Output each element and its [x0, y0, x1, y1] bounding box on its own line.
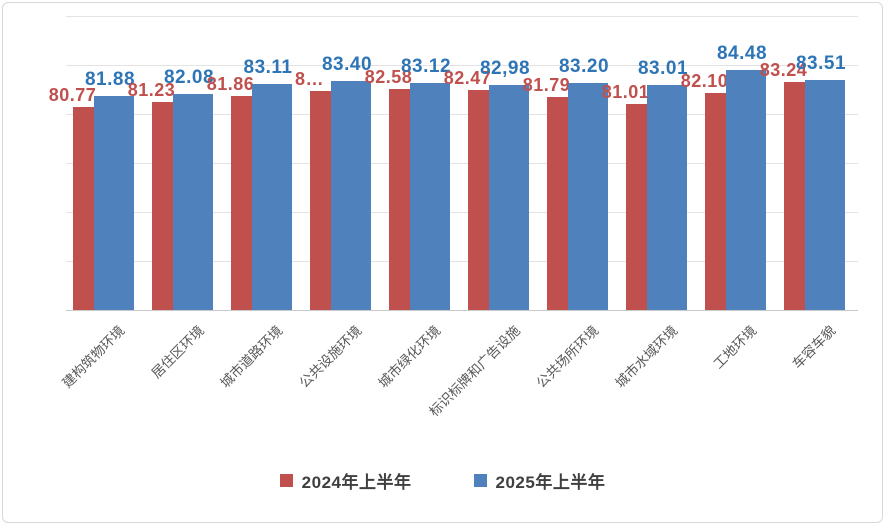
gridline [66, 16, 858, 17]
data-label-series1-cat6: 83.20 [558, 55, 610, 77]
category-label-8: 工地环境 [710, 322, 760, 372]
data-label-series1-cat4: 83.12 [400, 56, 452, 78]
data-label-series1-cat3: 83.40 [321, 53, 373, 75]
data-label-series0-cat7: 81.01 [601, 82, 650, 103]
bar-series0-cat6 [547, 96, 568, 310]
data-label-series0-cat6: 81.79 [522, 74, 571, 95]
legend-label: 2025年上半年 [495, 473, 606, 492]
legend-item-1: 2025年上半年 [473, 468, 606, 493]
gridline [66, 163, 858, 164]
bar-series0-cat0 [73, 106, 94, 310]
bar-series1-cat9 [805, 79, 845, 310]
category-label-1: 居住区环境 [148, 322, 207, 382]
gridline [66, 212, 858, 213]
legend-swatch-icon [473, 474, 487, 487]
data-label-series0-cat9: 83.24 [759, 60, 808, 81]
data-label-series0-cat8: 82.10 [680, 71, 729, 92]
gridline [66, 65, 858, 66]
bar-series0-cat1 [152, 101, 173, 310]
bar-series0-cat3 [310, 91, 331, 310]
legend: 2024年上半年 2025年上半年 [3, 468, 882, 493]
bar-series0-cat5 [468, 89, 489, 310]
bar-series1-cat2 [252, 83, 292, 310]
bar-series0-cat2 [231, 95, 252, 310]
plot-area: 80.77 81.88 81.23 82.08 81.86 83.11 8… 83.40 82.… [49, 16, 858, 311]
category-label-3: 公共设施环境 [296, 322, 365, 391]
category-label-6: 公共场所环境 [533, 322, 602, 391]
bar-series1-cat7 [647, 84, 687, 310]
bar-series1-cat5 [489, 84, 529, 310]
bar-series1-cat6 [568, 82, 608, 310]
bar-series1-cat8 [726, 70, 766, 310]
data-label-series1-cat1: 82.08 [163, 66, 215, 88]
data-label-series0-cat4: 82.58 [364, 66, 413, 87]
category-label-0: 建构筑物环境 [59, 322, 128, 391]
bar-series1-cat4 [410, 83, 450, 310]
bar-series1-cat3 [331, 80, 371, 310]
category-label-9: 车容车貌 [789, 322, 839, 372]
category-label-7: 城市水域环境 [612, 322, 681, 391]
x-axis-line [66, 310, 858, 311]
data-label-series1-cat2: 83.11 [243, 56, 293, 78]
bar-series0-cat8 [705, 93, 726, 310]
data-label-series0-cat2: 81.86 [206, 73, 255, 94]
data-label-series0-cat0: 80.77 [48, 84, 97, 105]
data-label-series1-cat5: 82,98 [479, 57, 531, 79]
bar-series1-cat1 [173, 93, 213, 310]
data-label-series1-cat9: 83.51 [795, 52, 847, 74]
bar-series1-cat0 [94, 95, 134, 310]
gridline [66, 261, 858, 262]
category-label-2: 城市道路环境 [217, 322, 286, 391]
category-label-4: 城市绿化环境 [375, 322, 444, 391]
legend-swatch-icon [279, 474, 293, 487]
bar-series0-cat7 [626, 104, 647, 310]
data-label-series1-cat7: 83.01 [637, 57, 689, 79]
bar-series0-cat9 [784, 82, 805, 310]
legend-item-0: 2024年上半年 [279, 468, 412, 493]
data-label-series1-cat8: 84.48 [716, 43, 768, 65]
gridline [66, 114, 858, 115]
bar-series0-cat4 [389, 88, 410, 310]
data-label-series1-cat0: 81.88 [84, 68, 136, 90]
data-label-series0-cat1: 81.23 [127, 79, 176, 100]
data-label-series0-cat3: 8… [294, 69, 325, 89]
data-label-series0-cat5: 82.47 [443, 67, 492, 88]
legend-label: 2024年上半年 [301, 473, 412, 492]
